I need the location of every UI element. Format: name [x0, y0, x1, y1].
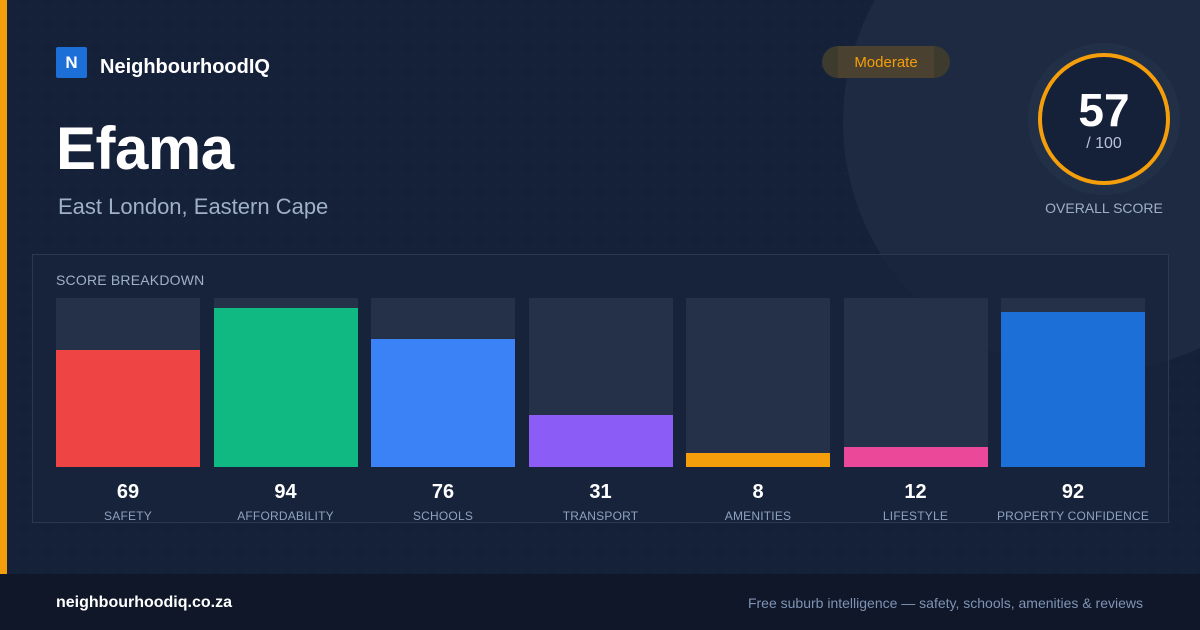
bar-value-property-confidence: 92 [1061, 481, 1085, 503]
bar-label-schools: SCHOOLS [412, 509, 474, 523]
bar-label-amenities: AMENITIES [724, 509, 792, 523]
bar-amenities [686, 453, 830, 467]
rating-badge-label: Moderate [838, 46, 934, 78]
bar-affordability [213, 308, 358, 467]
bar-label-lifestyle: LIFESTYLE [882, 509, 949, 523]
bar-track-property-confidence [1001, 298, 1145, 467]
brand-logo-icon: N [56, 47, 87, 78]
brand[interactable]: N NeighbourhoodIQ [56, 46, 270, 79]
rating-badge: Moderate [822, 46, 950, 78]
overall-score-max: / 100 [1086, 135, 1122, 152]
bar-track-schools [371, 298, 515, 467]
bar-label-transport: TRANSPORT [562, 509, 639, 523]
overall-score-value: 57 [1078, 84, 1130, 136]
bar-track-safety [56, 298, 200, 467]
overall-score-caption: OVERALL SCORE [1045, 200, 1163, 216]
bar-label-affordability: AFFORDABILITY [237, 509, 334, 523]
bar-label-property-confidence: PROPERTY CONFIDENCE [996, 509, 1150, 523]
footer-url-link[interactable]: neighbourhoodiq.co.za [56, 594, 232, 611]
bar-safety [56, 350, 200, 467]
score-breakdown-title: SCORE BREAKDOWN [56, 272, 205, 288]
bar-value-safety: 69 [116, 481, 140, 503]
bar-value-schools: 76 [431, 481, 455, 503]
footer: neighbourhoodiq.co.za Free suburb intell… [0, 574, 1200, 630]
bar-value-transport: 31 [589, 481, 612, 503]
brand-name: NeighbourhoodIQ [100, 56, 270, 78]
hero-section: N NeighbourhoodIQ Efama East London, Eas… [0, 0, 1200, 574]
bar-track-transport [528, 298, 673, 467]
bar-label-safety: SAFETY [104, 509, 152, 523]
bar-track-amenities [686, 298, 830, 467]
bar-property-confidence [1001, 312, 1145, 467]
bar-track-affordability [213, 298, 358, 467]
bar-schools [371, 339, 515, 467]
footer-tagline: Free suburb intelligence — safety, schoo… [747, 595, 1143, 611]
score-breakdown-panel: SCORE BREAKDOWN 69 SAFETY 94 AFFORDABILITY 7… [32, 254, 1169, 523]
bar-track-lifestyle [843, 298, 988, 467]
suburb-title: Efama [56, 115, 234, 182]
suburb-location: East London, Eastern Cape [58, 194, 329, 219]
bar-value-lifestyle: 12 [904, 481, 927, 503]
overall-score-inner: 57 / 100 [1038, 53, 1170, 185]
bar-lifestyle [843, 447, 988, 467]
accent-bar [0, 0, 7, 574]
overall-score-ring: 57 / 100 [1028, 43, 1180, 195]
bar-value-affordability: 94 [274, 481, 297, 503]
bar-transport [528, 415, 673, 467]
bar-value-amenities: 8 [752, 481, 764, 503]
